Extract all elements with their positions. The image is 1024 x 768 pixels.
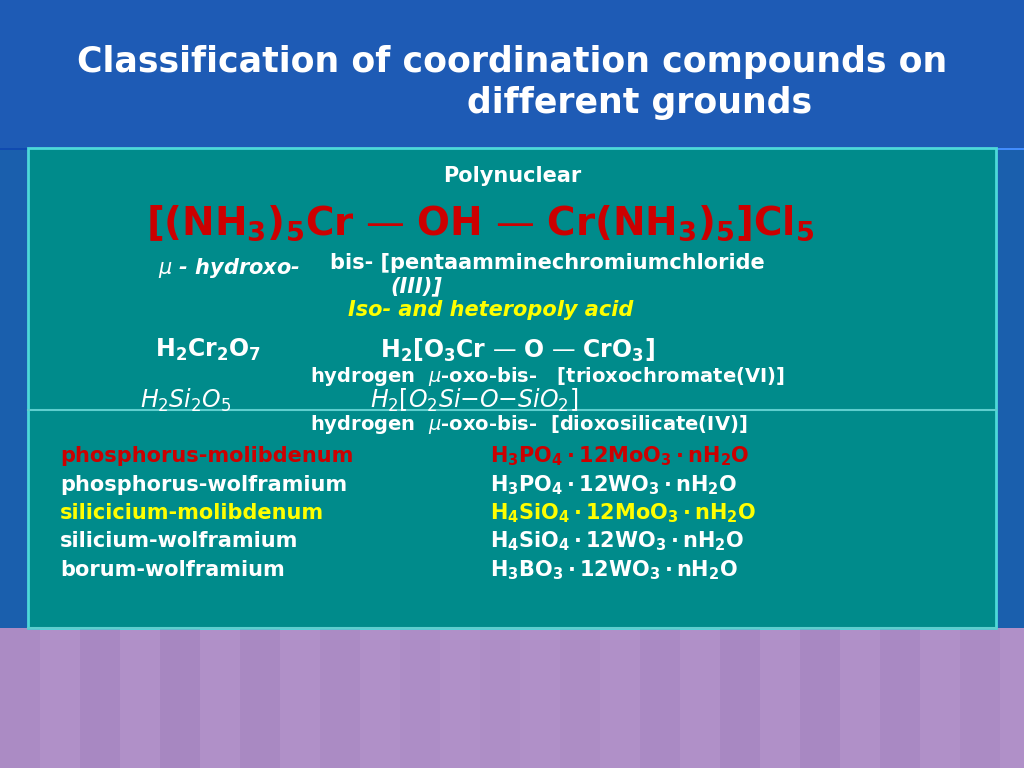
Bar (560, 628, 600, 768)
Bar (589, 0, 615, 150)
Text: $\mathregular{H_2Cr_2O_7}$: $\mathregular{H_2Cr_2O_7}$ (155, 337, 261, 363)
Bar (0, 0, 1024, 150)
Text: Polynuclear: Polynuclear (442, 166, 582, 186)
Bar (896, 0, 923, 150)
Bar (512, 0, 539, 150)
Bar (0, 0, 27, 150)
Text: silicium-wolframium: silicium-wolframium (60, 531, 298, 551)
Bar (819, 0, 846, 150)
Bar (961, 628, 1000, 768)
Bar (154, 0, 180, 150)
Bar (307, 0, 334, 150)
Bar (0, 628, 40, 768)
Bar (205, 0, 231, 150)
Text: $\mathregular{H_4SiO_4 \cdot 12WO_3 \cdot nH_2O}$: $\mathregular{H_4SiO_4 \cdot 12WO_3 \cdo… (490, 529, 744, 553)
Bar (640, 628, 680, 768)
Text: $\mathit{H_2Si_2O_5}$: $\mathit{H_2Si_2O_5}$ (140, 386, 231, 414)
Text: phosphorus-wolframium: phosphorus-wolframium (60, 475, 347, 495)
Bar (640, 0, 667, 150)
Bar (240, 628, 280, 768)
Text: Classification of coordination compounds on: Classification of coordination compounds… (77, 45, 947, 79)
Text: phosphorus-molibdenum: phosphorus-molibdenum (60, 446, 353, 466)
Bar (282, 0, 308, 150)
Bar (800, 628, 840, 768)
Text: $\mathregular{H_2[O_3Cr\ —\ O\ —\ CrO_3]}$: $\mathregular{H_2[O_3Cr\ —\ O\ —\ CrO_3]… (380, 336, 654, 363)
Text: $\mathbf{H_3PO_4 \cdot 12MoO_3 \cdot nH_2O}$: $\mathbf{H_3PO_4 \cdot 12MoO_3 \cdot nH_… (490, 444, 750, 468)
Bar (480, 628, 520, 768)
Bar (845, 0, 871, 150)
Bar (461, 0, 487, 150)
Bar (768, 0, 795, 150)
Bar (717, 0, 743, 150)
Bar (28, 148, 996, 628)
Text: $\mathregular{H_3PO_4 \cdot 12WO_3 \cdot nH_2O}$: $\mathregular{H_3PO_4 \cdot 12WO_3 \cdot… (490, 473, 737, 497)
Bar (998, 0, 1024, 150)
Bar (691, 0, 718, 150)
Bar (538, 0, 564, 150)
Bar (230, 0, 257, 150)
Bar (0, 628, 1024, 768)
Bar (102, 0, 129, 150)
Bar (80, 628, 120, 768)
Text: Iso- and heteropoly acid: Iso- and heteropoly acid (348, 300, 634, 320)
Text: bis- [pentaamminechromiumchloride: bis- [pentaamminechromiumchloride (330, 253, 765, 273)
Bar (922, 0, 948, 150)
Bar (870, 0, 897, 150)
Text: $\mathbf{H_4SiO_4 \cdot 12MoO_3 \cdot nH_2O}$: $\mathbf{H_4SiO_4 \cdot 12MoO_3 \cdot nH… (490, 502, 757, 525)
Bar (160, 628, 200, 768)
Bar (563, 0, 590, 150)
Bar (720, 628, 760, 768)
Bar (384, 0, 411, 150)
Bar (333, 0, 359, 150)
Bar (179, 0, 206, 150)
Bar (77, 0, 103, 150)
Bar (880, 628, 920, 768)
Bar (794, 0, 820, 150)
Bar (128, 0, 155, 150)
Text: silicicium-molibdenum: silicicium-molibdenum (60, 503, 325, 523)
Text: hydrogen  $\mu$-oxo-bis-   [trioxochromate(VI)]: hydrogen $\mu$-oxo-bis- [trioxochromate(… (310, 365, 784, 388)
Text: (III)]: (III)] (390, 276, 441, 296)
Bar (51, 0, 78, 150)
Bar (614, 0, 641, 150)
Bar (947, 0, 974, 150)
Bar (973, 0, 999, 150)
Text: $\mathregular{H_3BO_3 \cdot 12WO_3 \cdot nH_2O}$: $\mathregular{H_3BO_3 \cdot 12WO_3 \cdot… (490, 558, 738, 582)
Bar (435, 0, 462, 150)
Bar (666, 0, 692, 150)
Bar (26, 0, 52, 150)
Text: hydrogen  $\mu$-oxo-bis-  [dioxosilicate(IV)]: hydrogen $\mu$-oxo-bis- [dioxosilicate(I… (310, 412, 748, 435)
Bar (319, 628, 360, 768)
Bar (256, 0, 283, 150)
Bar (742, 0, 769, 150)
Text: $\mu$ - hydroxo-: $\mu$ - hydroxo- (158, 256, 300, 280)
Text: different grounds: different grounds (467, 86, 813, 120)
Text: borum-wolframium: borum-wolframium (60, 560, 285, 580)
Bar (410, 0, 436, 150)
Bar (486, 0, 513, 150)
Bar (0, 0, 1024, 148)
Bar (400, 628, 440, 768)
Text: $\mathbf{[(NH_3)_5Cr\ —\ OH\ —\ Cr(NH_3)_5]Cl_5}$: $\mathbf{[(NH_3)_5Cr\ —\ OH\ —\ Cr(NH_3)… (145, 204, 814, 243)
Bar (358, 0, 385, 150)
Text: $\mathit{H_2[O_2Si{-}O{-}SiO_2]}$: $\mathit{H_2[O_2Si{-}O{-}SiO_2]}$ (370, 386, 579, 414)
